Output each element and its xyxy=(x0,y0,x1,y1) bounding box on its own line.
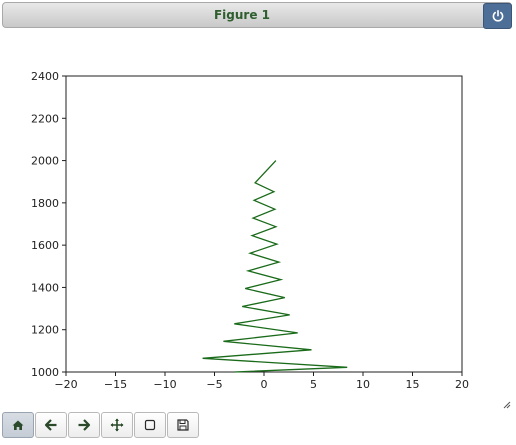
y-tick-label: 1000 xyxy=(31,366,59,379)
x-tick-label: −20 xyxy=(54,378,77,391)
plot-canvas[interactable]: −20 −15 −10 −5 0 5 10 15 20 1000 1200 1400 1600 1800… xyxy=(0,60,516,400)
x-tick-label: 5 xyxy=(310,378,317,391)
navigation-toolbar xyxy=(2,412,200,440)
x-tick-label: −5 xyxy=(206,378,222,391)
zoom-rect-icon xyxy=(144,419,156,431)
power-icon xyxy=(492,9,503,22)
window-title: Figure 1 xyxy=(213,8,271,22)
arrow-right-icon xyxy=(78,419,91,431)
floppy-icon xyxy=(177,419,189,431)
y-tick-label: 1400 xyxy=(31,281,59,294)
x-tick-label: 15 xyxy=(406,378,420,391)
figure-titlebar: Figure 1 xyxy=(2,2,512,28)
y-tick-label: 2000 xyxy=(31,155,59,168)
home-icon xyxy=(12,420,24,430)
x-tick-label: 10 xyxy=(356,378,370,391)
pan-button[interactable] xyxy=(101,412,133,438)
save-button[interactable] xyxy=(167,412,199,438)
y-tick-label: 2400 xyxy=(31,70,59,83)
x-tick-label: 20 xyxy=(455,378,469,391)
y-tick-label: 2200 xyxy=(31,112,59,125)
arrow-left-icon xyxy=(44,419,57,431)
x-tick-label: −10 xyxy=(153,378,176,391)
back-button[interactable] xyxy=(35,412,67,438)
move-icon xyxy=(110,418,124,432)
zoom-button[interactable] xyxy=(134,412,166,438)
forward-button[interactable] xyxy=(68,412,100,438)
y-tick-label: 1600 xyxy=(31,239,59,252)
x-tick-label: 0 xyxy=(261,378,268,391)
x-tick-label: −15 xyxy=(104,378,127,391)
y-tick-label: 1800 xyxy=(31,197,59,210)
y-tick-label: 1200 xyxy=(31,324,59,337)
resize-grip-icon[interactable] xyxy=(503,401,511,409)
home-button[interactable] xyxy=(2,412,34,438)
series-line xyxy=(202,160,348,373)
close-figure-button[interactable] xyxy=(483,3,512,29)
